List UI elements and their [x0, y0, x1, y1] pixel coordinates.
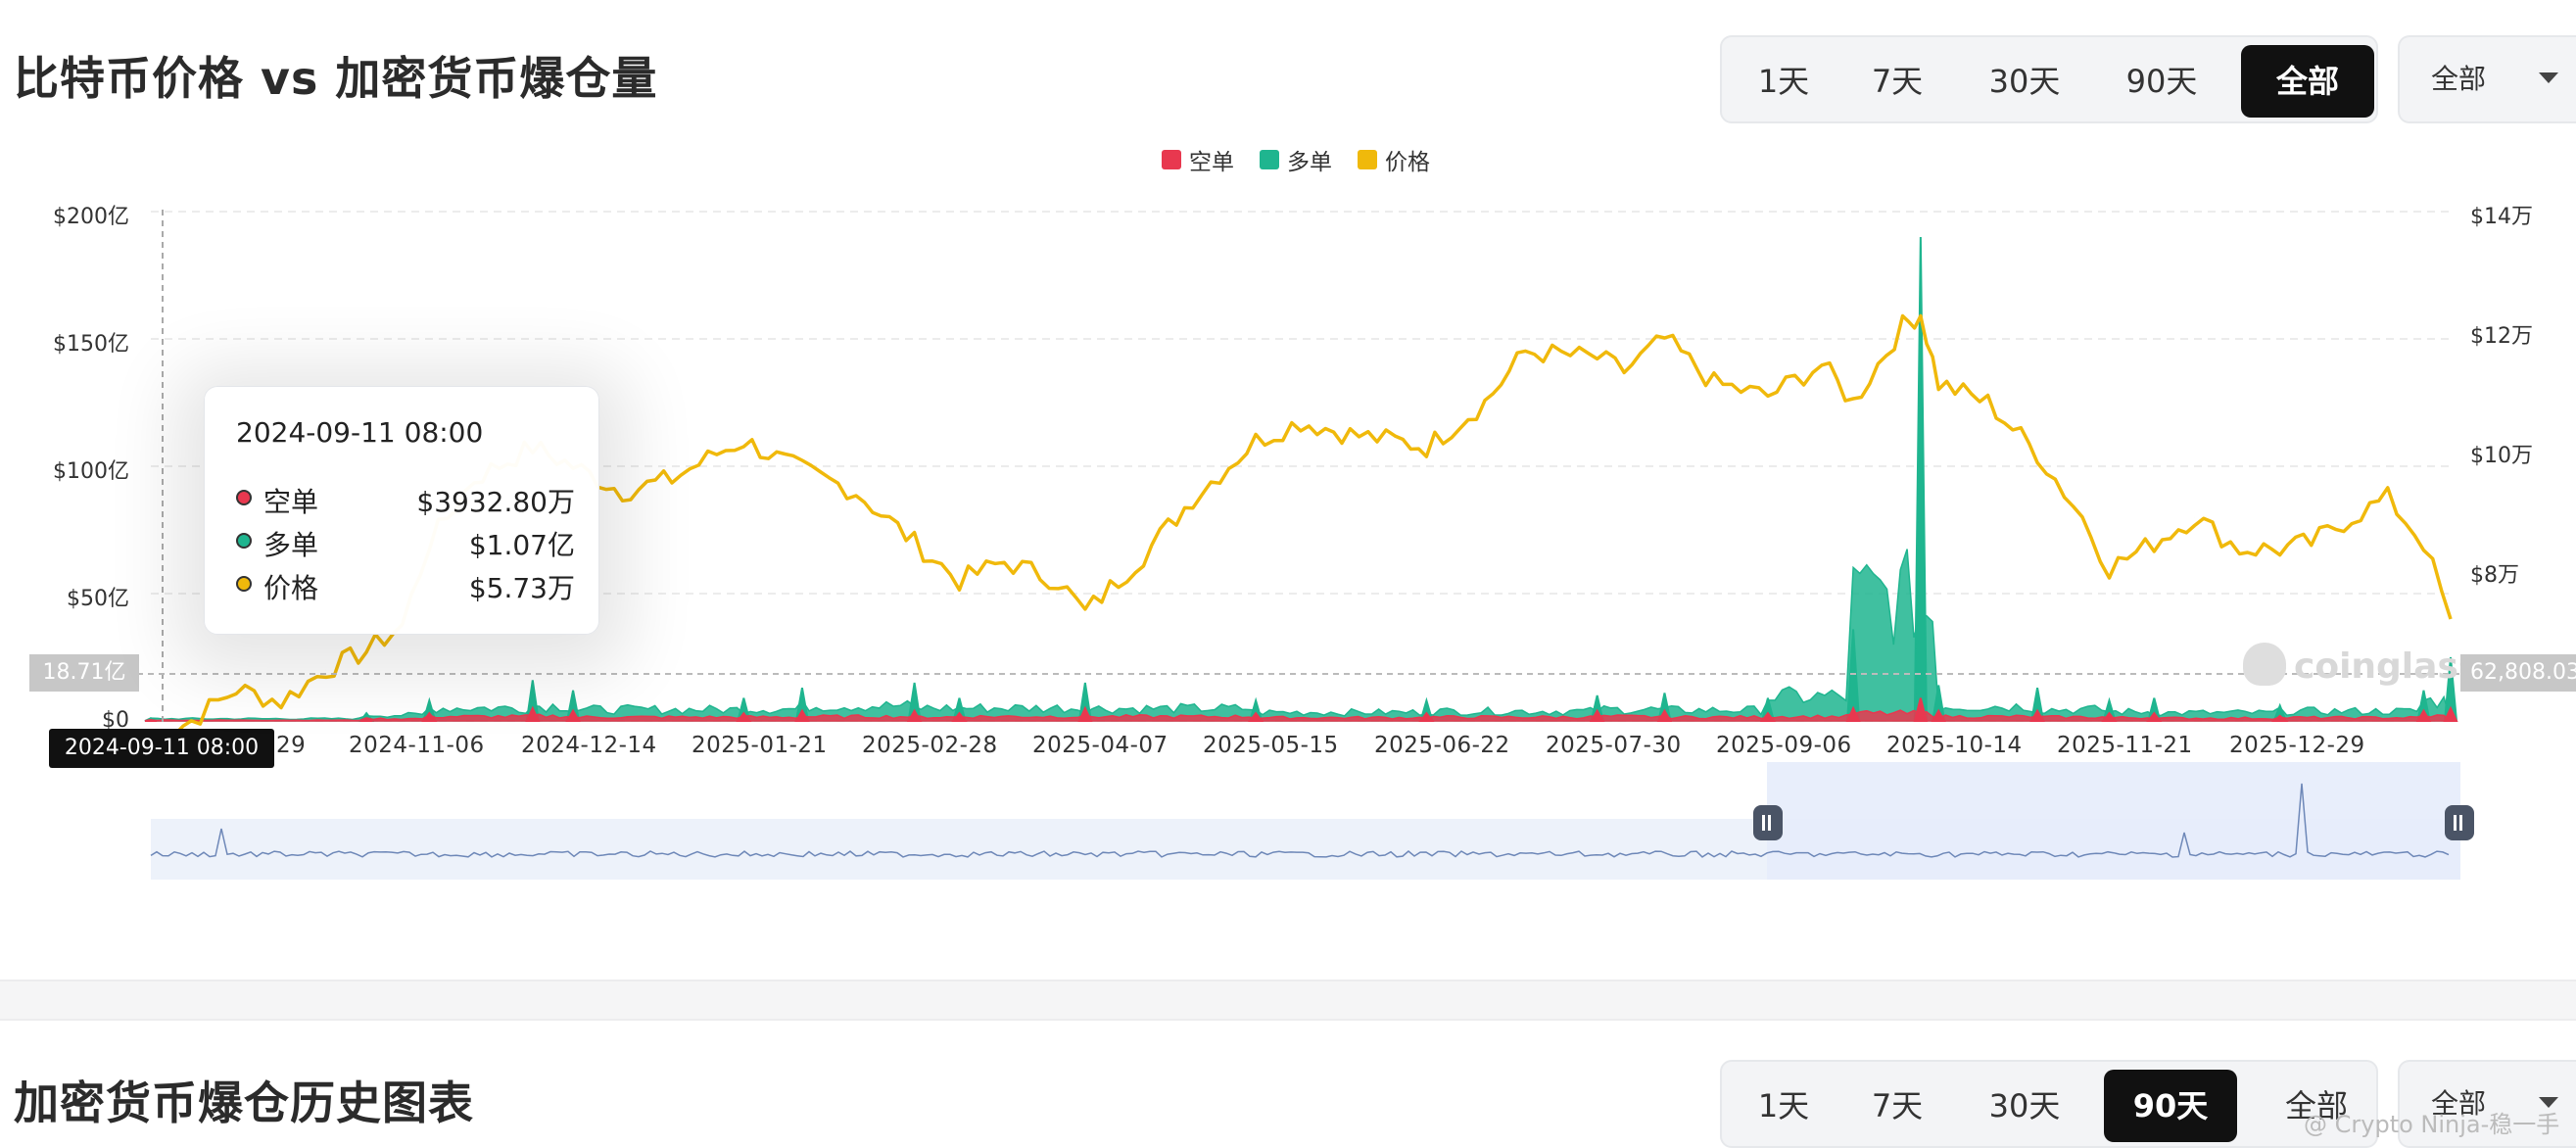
x-axis-tick: 2025-09-06: [1716, 733, 1852, 758]
tooltip-date: 2024-09-11 08:00: [236, 416, 483, 449]
section-title: 加密货币爆仓历史图表: [14, 1068, 474, 1132]
tooltip-value: $1.07亿: [469, 524, 575, 563]
chart-tooltip: 2024-09-11 08:00 空单 $3932.80万 多单 $1.07亿 …: [204, 386, 599, 635]
tab-30d[interactable]: 30天: [1967, 1070, 2082, 1142]
tooltip-label: 空单: [263, 481, 318, 520]
x-axis-tick: 2025-04-07: [1032, 733, 1169, 758]
watermark: coinglass: [2294, 646, 2479, 687]
x-axis-tick: 2025-11-21: [2057, 733, 2193, 758]
x-axis-tick: 2025-01-21: [692, 733, 828, 758]
x-axis-tick: 2024-12-14: [521, 733, 657, 758]
x-axis-tick: 29: [276, 733, 306, 758]
tooltip-value: $3932.80万: [416, 481, 575, 520]
tooltip-label: 价格: [263, 567, 318, 606]
tooltip-row-long: 多单 $1.07亿: [236, 524, 575, 559]
tab-7d[interactable]: 7天: [1849, 1070, 1945, 1142]
tooltip-dot-short: [236, 490, 252, 505]
crosshair-x-label: 2024-09-11 08:00: [49, 729, 274, 768]
navigator-handle-right[interactable]: [2445, 805, 2474, 840]
tab-1d[interactable]: 1天: [1736, 1070, 1832, 1142]
tab-90d[interactable]: 90天: [2104, 1070, 2237, 1142]
x-axis-tick: 2024-11-06: [349, 733, 485, 758]
long-spike: [1915, 237, 1927, 721]
tooltip-label: 多单: [263, 524, 318, 563]
x-axis-tick: 2025-02-28: [862, 733, 998, 758]
x-axis-tick: 2025-05-15: [1203, 733, 1339, 758]
x-axis-tick: 2025-07-30: [1546, 733, 1682, 758]
tooltip-row-short: 空单 $3932.80万: [236, 481, 575, 516]
short-spike: [145, 720, 157, 721]
navigator-selection: [1767, 762, 2460, 880]
x-axis-tick: 2025-06-22: [1374, 733, 1510, 758]
tooltip-row-price: 价格 $5.73万: [236, 567, 575, 602]
coinglass-logo-icon: [2243, 643, 2286, 686]
time-range-tabs-2: 1天 7天 30天 90天 全部: [1720, 1060, 2378, 1148]
section-divider: [0, 980, 2576, 1021]
tooltip-dot-price: [236, 576, 252, 592]
crosshair-right-value: 62,808.03: [2460, 654, 2576, 692]
x-axis-tick: 2025-12-29: [2229, 733, 2365, 758]
watermark-credit: @ Crypto Ninja-稳一手: [2304, 1105, 2559, 1139]
tooltip-value: $5.73万: [469, 567, 575, 606]
tooltip-dot-long: [236, 533, 252, 549]
x-axis-tick: 2025-10-14: [1886, 733, 2023, 758]
crosshair-left-value: 18.71亿: [29, 654, 139, 692]
navigator-handle-left[interactable]: [1753, 805, 1783, 840]
